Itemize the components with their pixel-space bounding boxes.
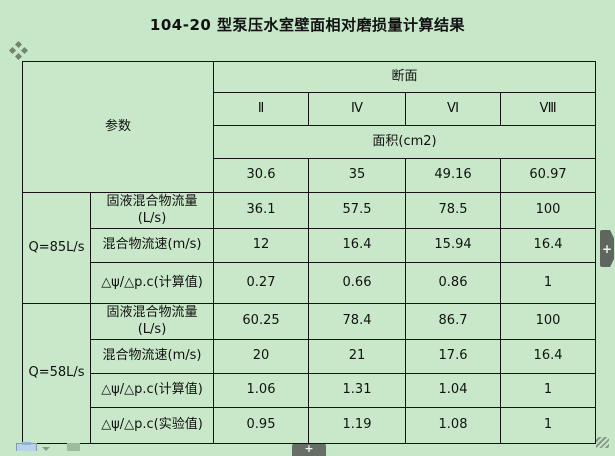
- col-header-cell: Ⅱ: [213, 92, 310, 126]
- param-label-cell: △ψ/△p.c(实验值): [89, 407, 215, 444]
- param-label-cell: △ψ/△p.c(计算值): [89, 262, 215, 304]
- area-value-cell: 49.16: [405, 158, 502, 193]
- scroll-handle-right[interactable]: +: [600, 230, 614, 267]
- area-header-cell: 面积(cm2): [213, 125, 597, 159]
- resize-grip-icon[interactable]: [596, 437, 609, 448]
- value-cell: 78.4: [308, 303, 407, 340]
- chevron-down-icon[interactable]: [42, 447, 50, 451]
- plus-icon: +: [601, 241, 613, 256]
- param-label-cell: 固液混合物流量(L/s): [89, 303, 215, 340]
- area-value-cell: 35: [308, 158, 407, 193]
- page-title: 104-20 型泵压水室壁面相对磨损量计算结果: [149, 16, 466, 34]
- value-cell: 16.4: [500, 228, 597, 263]
- param-label-cell: △ψ/△p.c(计算值): [89, 373, 215, 408]
- value-cell: 20: [213, 339, 310, 374]
- value-cell: 0.66: [308, 262, 407, 304]
- group-label-cell: Q=85L/s: [22, 192, 91, 304]
- value-cell: 16.4: [308, 228, 407, 263]
- scrollbar-fragment[interactable]: [67, 443, 80, 451]
- value-cell: 0.95: [213, 407, 310, 444]
- plus-icon: +: [304, 442, 314, 455]
- col-header-cell: Ⅷ: [500, 92, 597, 126]
- param-label-cell: 混合物流速(m/s): [89, 339, 215, 374]
- value-cell: 1.06: [213, 373, 310, 408]
- value-cell: 1.08: [405, 407, 502, 444]
- value-cell: 1.31: [308, 373, 407, 408]
- group-label-cell: Q=58L/s: [22, 303, 91, 444]
- table-move-handle-icon[interactable]: [8, 40, 29, 61]
- value-cell: 15.94: [405, 228, 502, 263]
- col-header-cell: Ⅳ: [308, 92, 407, 126]
- section-header-cell: 断面: [213, 61, 597, 93]
- value-cell: 100: [500, 303, 597, 340]
- param-label-cell: 混合物流速(m/s): [89, 228, 215, 263]
- paste-options-icon[interactable]: [16, 442, 37, 451]
- value-cell: 12: [213, 228, 310, 263]
- value-cell: 1.04: [405, 373, 502, 408]
- value-cell: 100: [500, 192, 597, 229]
- value-cell: 36.1: [213, 192, 310, 229]
- value-cell: 1: [500, 262, 597, 304]
- area-value-cell: 30.6: [213, 158, 310, 193]
- value-cell: 60.25: [213, 303, 310, 340]
- value-cell: 1: [500, 373, 597, 408]
- value-cell: 21: [308, 339, 407, 374]
- param-header-cell: 参数: [21, 61, 215, 193]
- value-cell: 57.5: [308, 192, 407, 229]
- results-table: 参数 断面 Ⅱ Ⅳ Ⅵ Ⅷ 面积(cm2) 30.6 35 49.16 60.9…: [21, 61, 597, 444]
- value-cell: 86.7: [405, 303, 502, 340]
- value-cell: 1.19: [308, 407, 407, 444]
- area-value-cell: 60.97: [500, 158, 597, 193]
- col-header-cell: Ⅵ: [405, 92, 502, 126]
- scroll-handle-bottom[interactable]: +: [292, 442, 326, 456]
- param-label-cell: 固液混合物流量(L/s): [89, 192, 215, 229]
- value-cell: 1: [500, 407, 597, 444]
- value-cell: 0.27: [213, 262, 310, 304]
- value-cell: 16.4: [500, 339, 597, 374]
- value-cell: 0.86: [405, 262, 502, 304]
- value-cell: 17.6: [405, 339, 502, 374]
- value-cell: 78.5: [405, 192, 502, 229]
